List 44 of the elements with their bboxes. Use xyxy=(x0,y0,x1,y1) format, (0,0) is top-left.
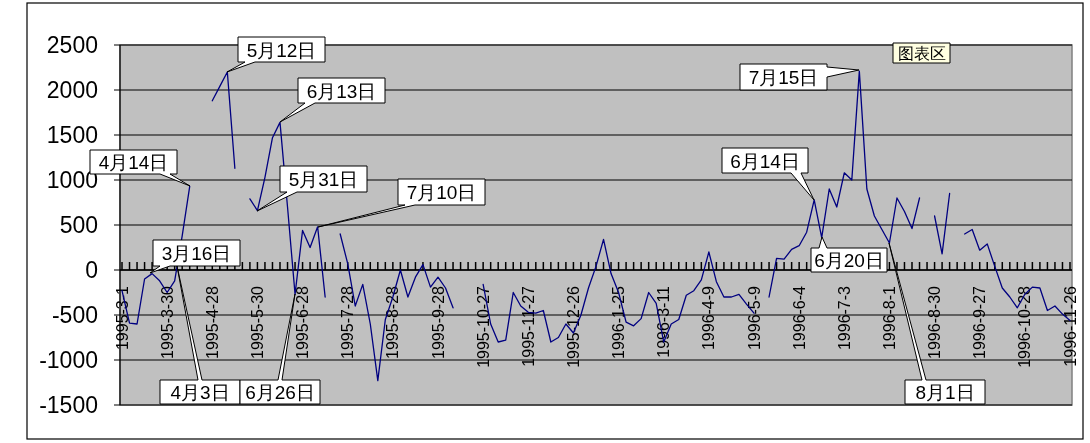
y-tick-label: 1500 xyxy=(46,122,98,148)
annotation: 6月14日 xyxy=(730,150,800,172)
y-tick-label: 0 xyxy=(85,257,98,283)
x-tick-label: 1996-8-1 xyxy=(880,285,898,351)
annotation: 6月13日 xyxy=(306,80,377,102)
annotation: 5月31日 xyxy=(288,169,359,190)
x-tick-label: 1996-5-9 xyxy=(745,285,763,351)
x-tick-label: 1995-12-26 xyxy=(564,285,582,368)
annotation: 6月20日 xyxy=(814,250,884,271)
y-tick-label: -500 xyxy=(51,302,98,328)
x-tick-label: 1996-8-30 xyxy=(926,285,944,359)
x-tick-label: 1995-3-1 xyxy=(113,285,131,351)
x-tick-label: 1996-11-26 xyxy=(1061,285,1079,367)
x-tick-label: 1995-10-27 xyxy=(474,285,492,368)
y-tick-label: -1500 xyxy=(39,392,98,418)
annotation: 6月26日 xyxy=(245,382,315,403)
x-tick-label: 1996-9-27 xyxy=(971,285,989,359)
y-tick-label: -1000 xyxy=(39,347,98,373)
annotation: 7月15日 xyxy=(748,67,819,88)
x-tick-label: 1995-11-27 xyxy=(519,285,537,367)
x-tick-label: 1995-5-30 xyxy=(248,285,266,359)
y-tick-label: 1000 xyxy=(46,167,98,193)
x-tick-label: 1996-6-4 xyxy=(790,285,808,351)
x-tick-label: 1995-8-28 xyxy=(384,285,402,359)
x-tick-label: 1996-10-28 xyxy=(1016,285,1034,368)
annotation: 3月16日 xyxy=(161,243,232,264)
x-tick-label: 1996-4-9 xyxy=(700,285,718,351)
annotation: 图表区 xyxy=(897,45,946,62)
x-tick-label: 1996-1-25 xyxy=(610,285,628,359)
x-tick-label: 1995-9-28 xyxy=(429,285,447,359)
annotation: 4月3日 xyxy=(170,382,230,403)
x-tick-label: 1996-7-3 xyxy=(835,285,853,351)
y-tick-label: 500 xyxy=(59,212,98,238)
annotation: 4月14日 xyxy=(98,152,169,173)
x-tick-label: 1996-3-11 xyxy=(655,285,673,358)
x-tick-label: 1995-7-28 xyxy=(339,285,357,359)
y-tick-label: 2500 xyxy=(46,32,98,58)
x-tick-label: 1995-4-28 xyxy=(203,285,221,359)
annotation: 8月1日 xyxy=(915,382,975,403)
annotation: 7月10日 xyxy=(406,182,477,203)
y-tick-label: 2000 xyxy=(46,77,98,103)
x-tick-label: 1995-6-28 xyxy=(294,285,312,359)
annotation: 5月12日 xyxy=(246,39,317,61)
x-tick-label: 1995-3-30 xyxy=(158,285,176,359)
